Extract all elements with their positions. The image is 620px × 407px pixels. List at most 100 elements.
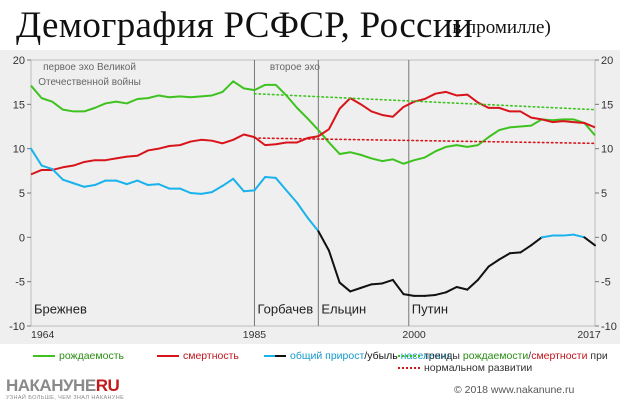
annotation: первое эхо Великой — [43, 62, 136, 73]
chart-area: -10 -10 -5 -5 0 0 5 5 10 10 15 15 20 20 Брежнев Горбаче… — [0, 50, 620, 350]
growth-segment — [274, 176, 288, 192]
legend-label-death: смертность — [183, 350, 239, 362]
chart-subtitle: (в промилле) — [446, 17, 551, 38]
growth-segment — [434, 291, 448, 296]
legend-label-birth: рождаемость — [59, 350, 124, 362]
era-label: Путин — [412, 302, 448, 317]
legend-label-population: населения — [400, 350, 453, 362]
growth-segment — [530, 236, 543, 247]
x-tick-label: 1964 — [31, 329, 55, 341]
growth-segment — [487, 258, 501, 268]
growth-segment — [200, 191, 213, 195]
growth-segment — [317, 230, 330, 252]
legend-swatch-death — [157, 355, 179, 358]
growth-segment — [232, 177, 245, 193]
legend-item-trend-death: нормальном развитии — [398, 362, 532, 374]
growth-segment — [189, 192, 203, 195]
growth-segment — [349, 286, 362, 293]
growth-segment — [359, 283, 373, 289]
legend-swatch-birth — [33, 355, 55, 358]
trend-line — [253, 137, 596, 145]
growth-segment — [147, 183, 160, 187]
legend-label-trend-birth: рождаемости — [462, 350, 529, 362]
line-chart: -10 -10 -5 -5 0 0 5 5 10 10 15 15 20 20 Брежнев Горбаче… — [9, 55, 617, 341]
growth-segment — [61, 178, 75, 185]
growth-segment — [381, 278, 394, 285]
growth-segment — [242, 189, 256, 193]
y-tick-label-right: 10 — [601, 144, 613, 156]
legend-swatch-growth — [264, 355, 286, 358]
trend-line — [253, 92, 596, 111]
chart-title: Демография РСФСР, России — [16, 5, 473, 46]
y-tick-label-left: 5 — [19, 188, 25, 200]
legend: рождаемость смертность общий прирост/убы… — [0, 344, 620, 374]
growth-segment — [296, 201, 309, 219]
y-tick-label-right: -10 — [601, 321, 617, 333]
growth-segment — [423, 293, 437, 297]
growth-segment — [30, 147, 43, 167]
x-tick-label: 2000 — [402, 329, 426, 341]
legend-label-growth: общий прирост — [290, 350, 365, 362]
growth-segment — [72, 182, 86, 188]
growth-segment — [445, 285, 458, 294]
y-tick-label-left: -5 — [15, 277, 25, 289]
growth-segment — [476, 265, 490, 281]
annotation: Отечественной войны — [38, 77, 141, 88]
legend-label-decline: убыль — [367, 350, 398, 362]
growth-segment — [572, 233, 586, 239]
growth-segment — [285, 189, 299, 204]
era-label: Брежнев — [34, 302, 87, 317]
legend-item-death: смертность — [157, 350, 239, 362]
growth-segment — [93, 179, 107, 187]
growth-segment — [498, 252, 511, 261]
era-label: Горбачев — [257, 302, 313, 317]
growth-segment — [306, 216, 320, 233]
growth-segment — [51, 168, 64, 181]
series-line — [30, 80, 596, 165]
growth-segment — [83, 184, 96, 188]
series-line — [30, 90, 596, 176]
growth-segment — [583, 236, 596, 247]
legend-label-trends: тренды — [424, 350, 460, 362]
growth-segment — [125, 179, 139, 186]
x-tick-label: 1985 — [243, 329, 267, 341]
era-label: Ельцин — [321, 302, 366, 317]
legend-swatch-trend-birth — [398, 355, 420, 358]
growth-segment — [178, 187, 192, 194]
growth-segment — [221, 177, 235, 187]
growth-segment — [455, 285, 469, 291]
growth-segment — [157, 183, 171, 190]
y-tick-label-left: 15 — [13, 99, 25, 111]
legend-item-birth: рождаемость — [33, 350, 124, 362]
growth-segment — [508, 251, 522, 255]
legend-label-trend-at: при — [590, 350, 608, 362]
growth-segment — [540, 234, 554, 239]
header: Демография РСФСР, России (в промилле) — [0, 0, 620, 50]
growth-segment — [402, 293, 416, 297]
legend-item-growth: общий прирост/убыль населения — [264, 350, 452, 362]
legend-label-trend-death: смертности — [531, 350, 588, 362]
legend-item-trend-birth: тренды рождаемости/смертности при — [398, 350, 608, 362]
growth-segment — [338, 281, 352, 293]
growth-segment — [136, 179, 150, 187]
logo-text: НАКАНУНЕ — [6, 376, 96, 395]
growth-segment — [115, 179, 128, 186]
growth-segment — [253, 176, 267, 192]
growth-segment — [466, 278, 479, 291]
annotation: второе эхо — [270, 62, 320, 73]
logo-tagline: УЗНАЙ БОЛЬШЕ, ЧЕМ ЗНАЛ НАКАНУНЕ — [6, 395, 125, 401]
x-tick-label: 2017 — [577, 329, 601, 341]
copyright: © 2018 www.nakanune.ru — [454, 384, 575, 396]
y-tick-label-right: 20 — [601, 55, 613, 67]
legend-sep-trend: / — [528, 350, 532, 362]
growth-segment — [562, 233, 575, 237]
y-tick-label-right: -5 — [601, 277, 611, 289]
logo-ru: RU — [95, 376, 120, 395]
site-logo[interactable]: НАКАНУНЕRU — [6, 376, 120, 396]
y-tick-label-left: 20 — [13, 55, 25, 67]
y-tick-label-right: 5 — [601, 188, 607, 200]
footer: НАКАНУНЕRU УЗНАЙ БОЛЬШЕ, ЧЕМ ЗНАЛ НАКАНУ… — [0, 374, 620, 407]
growth-segment — [327, 249, 341, 284]
growth-segment — [210, 184, 224, 194]
legend-sep-growth: / — [364, 350, 368, 362]
